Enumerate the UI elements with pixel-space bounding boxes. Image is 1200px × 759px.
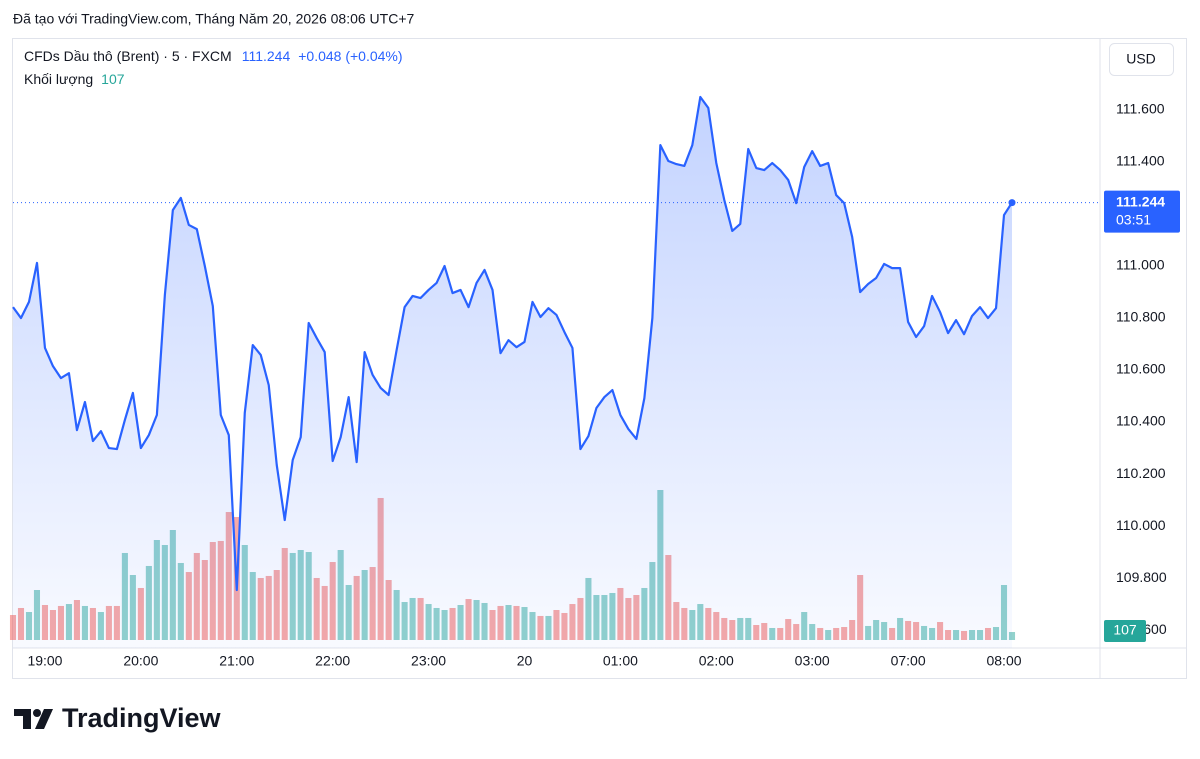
price-line: [12, 95, 1013, 592]
legend-volume: Khối lượng 107: [24, 71, 125, 87]
brand-name: TradingView: [62, 703, 222, 733]
y-tick-label: 111.600: [1116, 101, 1165, 117]
currency-label[interactable]: USD: [1126, 51, 1156, 67]
y-tick-label: 110.200: [1116, 465, 1166, 481]
legend: CFDs Dầu thô (Brent) · 5 · FXCM 111.244 +0…: [24, 48, 403, 64]
y-tick-label: 110.600: [1116, 361, 1166, 377]
x-tick-label: 07:00: [891, 653, 926, 669]
x-tick-label: 03:00: [795, 653, 830, 669]
header-text: Đã tạo với TradingView.com, Tháng Năm 20…: [13, 11, 414, 27]
y-tick-label: 110.800: [1116, 309, 1166, 325]
price-area: [13, 97, 1012, 648]
x-tick-label: 08:00: [986, 653, 1021, 669]
x-tick-label: 19:00: [27, 653, 62, 669]
legend-change: +0.048 (+0.04%): [298, 48, 402, 64]
logo-icon: [35, 709, 53, 729]
y-tick-label: 111.000: [1116, 257, 1165, 273]
x-tick-label: 21:00: [219, 653, 254, 669]
y-tick-label: 110.400: [1116, 413, 1166, 429]
y-tick-label: 110.000: [1116, 517, 1166, 533]
price-tag: [1104, 190, 1180, 233]
x-tick-label: 01:00: [603, 653, 638, 669]
x-tick-label: 02:00: [699, 653, 734, 669]
volume-tag: [1104, 620, 1146, 642]
legend-symbol: CFDs Dầu thô (Brent) · 5 · FXCM: [24, 48, 232, 64]
x-tick-label: 20: [517, 653, 533, 669]
last-price-dot: [1008, 199, 1016, 207]
x-tick-label: 20:00: [123, 653, 158, 669]
logo-icon: [14, 709, 31, 729]
y-tick-label: 111.400: [1116, 153, 1165, 169]
legend-volume-name: Khối lượng: [24, 71, 93, 87]
x-tick-label: 23:00: [411, 653, 446, 669]
brand-logo: TradingView: [14, 703, 222, 733]
chart-frame: [12, 38, 1187, 679]
legend-price: 111.244: [242, 48, 291, 64]
x-tick-label: 22:00: [315, 653, 350, 669]
logo-icon: [33, 709, 41, 717]
currency-button[interactable]: [1109, 43, 1174, 76]
volume-tag-value: 107: [1113, 622, 1137, 638]
price-tag-countdown: 03:51: [1116, 211, 1151, 227]
plot-area: [9, 95, 1100, 648]
legend-volume-value: 107: [101, 71, 125, 87]
price-tag-value: 111.244: [1116, 193, 1165, 209]
y-tick-label: 109.800: [1116, 569, 1167, 585]
